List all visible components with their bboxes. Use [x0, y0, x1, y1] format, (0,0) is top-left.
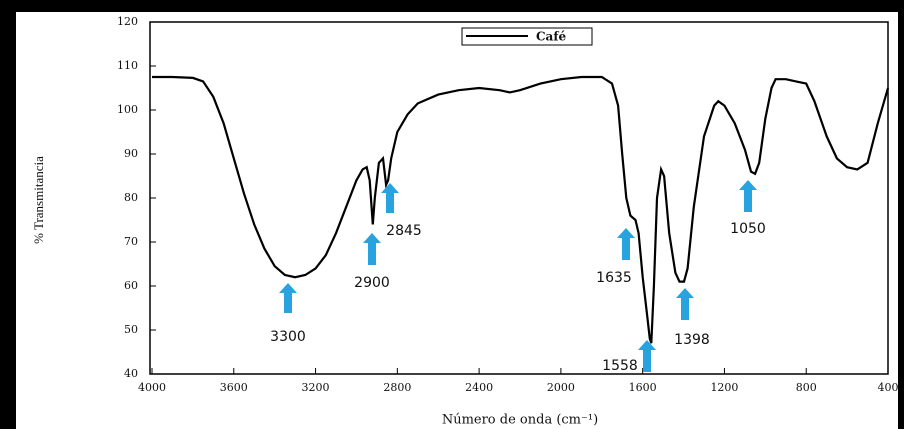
arrow	[676, 288, 694, 320]
y-tick-label: 90	[124, 147, 138, 160]
frame-right	[898, 0, 904, 429]
annotation: 1635	[596, 270, 632, 286]
x-tick-label: 800	[796, 381, 817, 394]
x-tick-label: 4000	[138, 381, 166, 394]
spectrum-line	[152, 75, 890, 344]
arrow	[739, 180, 757, 212]
x-tick-label: 1200	[710, 381, 738, 394]
x-tick-label: 2400	[465, 381, 493, 394]
plot-area	[149, 21, 889, 375]
frame-top	[0, 0, 904, 12]
arrow	[279, 283, 297, 313]
y-tick-label: 100	[117, 103, 138, 116]
x-tick-label: 2000	[547, 381, 575, 394]
x-tick-label: 3600	[220, 381, 248, 394]
y-tick-label: 70	[124, 235, 138, 248]
legend-label: Café	[536, 30, 566, 44]
x-tick-label: 400	[878, 381, 899, 394]
y-tick-label: 50	[124, 323, 138, 336]
x-tick-label: 1600	[629, 381, 657, 394]
annotation: 1558	[602, 358, 638, 374]
arrow	[381, 183, 399, 213]
arrow	[617, 228, 635, 260]
annotation: 3300	[270, 329, 306, 345]
y-tick-label: 110	[117, 59, 138, 72]
y-tick-label: 120	[117, 15, 138, 28]
y-axis-label: % Transmitancia	[31, 156, 46, 244]
x-axis-label: Número de onda (cm⁻¹)	[442, 413, 598, 428]
y-tick-label: 60	[124, 279, 138, 292]
annotation: 2900	[354, 275, 390, 291]
annotation: 1398	[674, 332, 710, 348]
annotation: 1050	[730, 221, 766, 237]
frame-left	[0, 0, 16, 429]
annotation: 2845	[386, 223, 422, 239]
arrow	[638, 340, 656, 372]
y-tick-label: 80	[124, 191, 138, 204]
x-tick-label: 3200	[302, 381, 330, 394]
arrow	[363, 233, 381, 265]
x-tick-label: 2800	[383, 381, 411, 394]
y-tick-label: 40	[124, 367, 138, 380]
